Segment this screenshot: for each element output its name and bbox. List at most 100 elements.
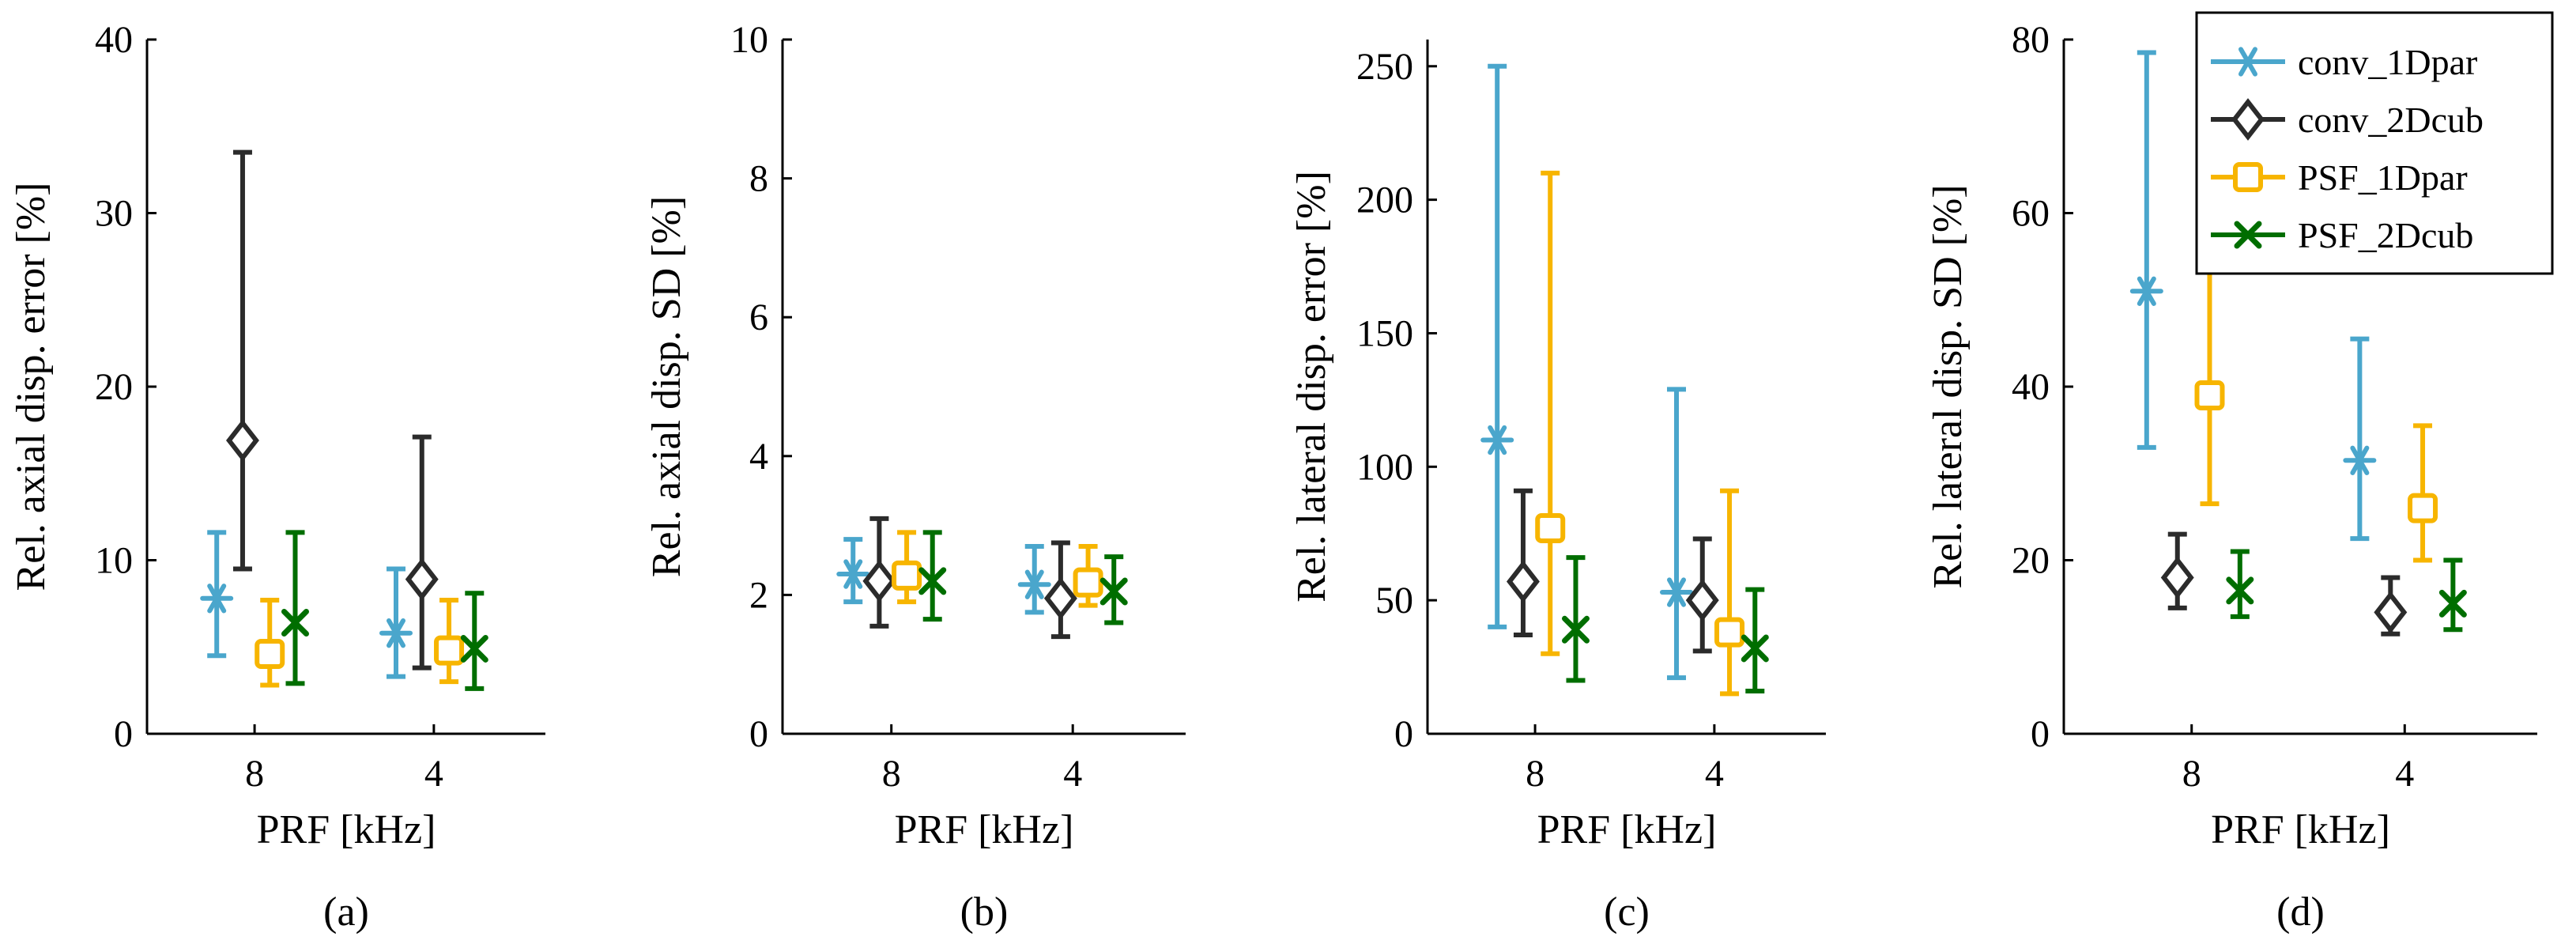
legend-marker [2231, 47, 2265, 77]
data-marker [2194, 380, 2225, 410]
error-bar [1667, 387, 1686, 681]
error-bar [2413, 423, 2433, 563]
data-marker [862, 559, 896, 603]
error-bar [412, 434, 432, 671]
data-marker [1741, 634, 1769, 663]
legend-marker [2234, 221, 2262, 249]
x-tick-label: 4 [1063, 753, 1082, 795]
panel-label: (b) [960, 890, 1009, 935]
data-marker [2160, 556, 2194, 599]
error-bar [1566, 555, 1586, 683]
y-tick-label: 150 [1356, 312, 1413, 354]
data-marker [1561, 615, 1590, 644]
y-tick-label: 60 [2012, 193, 2050, 235]
legend-label: PSF_2Dcub [2298, 215, 2473, 255]
data-marker [434, 635, 465, 666]
data-marker [1017, 569, 1051, 599]
y-tick-label: 200 [1356, 179, 1413, 221]
error-bar [1488, 63, 1507, 629]
error-bar [1024, 543, 1044, 615]
y-tick-label: 30 [95, 193, 133, 235]
x-axis-label: PRF [kHz] [1537, 807, 1717, 852]
data-marker [379, 618, 413, 648]
data-marker [892, 560, 922, 591]
y-tick-label: 50 [1375, 580, 1413, 621]
error-bar [1541, 170, 1560, 656]
x-tick-label: 4 [2395, 753, 2414, 795]
data-marker [2438, 589, 2467, 618]
data-marker [1099, 577, 1128, 606]
data-marker [1506, 560, 1540, 603]
data-marker [1073, 567, 1103, 598]
y-tick-label: 4 [749, 436, 768, 478]
data-marker [255, 639, 285, 670]
panel-label: (a) [323, 890, 369, 935]
y-axis-label: Rel. lateral disp. error [%] [1289, 171, 1334, 603]
data-marker [1535, 512, 1566, 543]
data-marker [2343, 445, 2377, 475]
y-tick-label: 0 [1394, 713, 1413, 755]
error-bar [2137, 50, 2156, 450]
error-bar [387, 566, 405, 679]
x-axis-label: PRF [kHz] [257, 807, 436, 852]
x-axis-label: PRF [kHz] [895, 807, 1074, 852]
error-bar [285, 530, 305, 686]
y-tick-label: 250 [1356, 46, 1413, 88]
data-marker [281, 609, 309, 637]
y-tick-label: 10 [730, 19, 768, 61]
y-tick-label: 100 [1356, 446, 1413, 488]
y-tick-label: 20 [2012, 540, 2050, 582]
data-marker [1685, 579, 1719, 622]
error-bar [922, 530, 942, 622]
y-tick-label: 6 [749, 297, 768, 338]
x-tick-label: 8 [1526, 753, 1544, 795]
data-marker [2226, 576, 2254, 605]
y-axis-label: Rel. axial disp. SD [%] [644, 196, 689, 577]
error-bar [2350, 336, 2370, 542]
y-axis-label: Rel. axial disp. error [%] [9, 183, 54, 591]
legend-marker [2231, 98, 2265, 141]
y-tick-label: 20 [95, 366, 133, 408]
data-marker [405, 557, 439, 601]
data-marker [1043, 576, 1077, 620]
chart-panel-a: 0 10 20 30 40 8 4 PRF [kHz] Rel. axial disp. err… [9, 19, 545, 935]
x-tick-label: 8 [245, 753, 264, 795]
y-tick-label: 0 [114, 713, 133, 755]
y-tick-label: 40 [2012, 366, 2050, 408]
error-bar [232, 149, 252, 572]
legend: conv_1Dpar conv_2Dcub PSF_1Dpar PSF_2Dcub [2195, 11, 2554, 275]
error-bar [2443, 557, 2463, 633]
y-tick-label: 0 [749, 713, 768, 755]
y-tick-label: 0 [2031, 713, 2050, 755]
data-marker [836, 559, 870, 589]
y-tick-label: 2 [749, 574, 768, 616]
error-bar [2230, 549, 2250, 619]
y-axis-label: Rel. lateral disp. SD [%] [1925, 184, 1971, 588]
data-marker [1480, 425, 1514, 455]
y-tick-label: 8 [749, 158, 768, 200]
legend-marker [2233, 162, 2263, 192]
legend-label: PSF_1Dpar [2298, 157, 2468, 198]
data-marker [918, 567, 947, 595]
legend-label: conv_2Dcub [2298, 100, 2484, 140]
x-tick-label: 4 [424, 753, 443, 795]
x-tick-label: 4 [1705, 753, 1724, 795]
data-marker [1660, 577, 1693, 607]
error-bar [1745, 587, 1765, 693]
data-marker [2374, 591, 2408, 634]
chart-panel-b: 0 2 4 6 8 10 8 4 PRF [kHz] Rel. axial disp. SD [%… [644, 19, 1186, 935]
error-bar [465, 591, 485, 691]
data-marker [460, 634, 488, 663]
y-tick-label: 80 [2012, 19, 2050, 61]
y-tick-label: 40 [95, 19, 133, 61]
chart-panel-c: 0 50 100 150 200 250 8 4 PRF [kHz] Rel. lateral d… [1289, 40, 1826, 935]
error-bar [1720, 488, 1740, 697]
x-tick-label: 8 [882, 753, 901, 795]
y-tick-label: 10 [95, 540, 133, 582]
data-marker [1714, 617, 1745, 648]
legend-label: conv_1Dpar [2298, 42, 2477, 82]
x-tick-label: 8 [2182, 753, 2201, 795]
data-marker [200, 584, 234, 614]
